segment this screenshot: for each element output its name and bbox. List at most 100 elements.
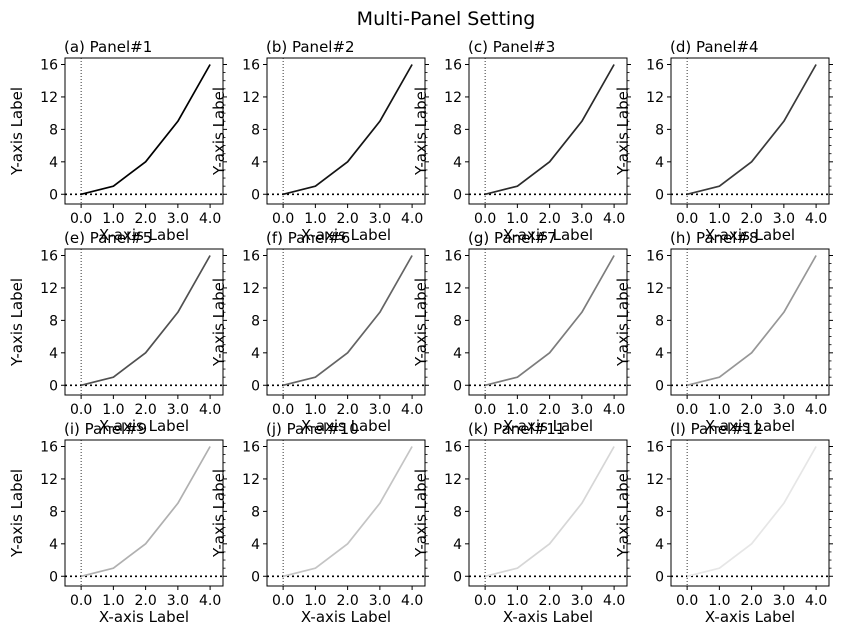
x-axis-label: X-axis Label bbox=[99, 226, 189, 244]
y-tick-label: 16 bbox=[40, 439, 58, 455]
y-tick-label: 8 bbox=[251, 313, 260, 329]
y-tick-label: 12 bbox=[646, 281, 664, 297]
series-line bbox=[282, 64, 413, 196]
y-tick-label: 4 bbox=[453, 537, 462, 553]
x-axis-label: X-axis Label bbox=[301, 608, 391, 626]
y-tick-label: 4 bbox=[453, 346, 462, 362]
x-tick-label: 4.0 bbox=[199, 211, 221, 227]
x-tick-label: 3.0 bbox=[369, 211, 391, 227]
x-tick-label: 3.0 bbox=[773, 593, 795, 609]
y-axis-label: Y-axis Label bbox=[614, 278, 632, 367]
panel-1: 0 4 8 12 16 0.0 1.0 2.0 3.0 4.0 X-axis Label Y-axis… bbox=[8, 38, 227, 244]
axes-frame bbox=[468, 248, 628, 396]
x-tick-label: 4.0 bbox=[805, 593, 827, 609]
x-tick-label: 2.0 bbox=[134, 593, 156, 609]
y-tick-label: 12 bbox=[444, 472, 462, 488]
axes-frame bbox=[266, 57, 426, 205]
panel-title: (k) Panel#11 bbox=[468, 420, 565, 438]
x-tick-label: 0.0 bbox=[70, 593, 92, 609]
x-tick-label: 0.0 bbox=[474, 593, 496, 609]
y-axis-label: Y-axis Label bbox=[210, 278, 228, 367]
axes-frame bbox=[468, 57, 628, 205]
x-tick-label: 0.0 bbox=[676, 211, 698, 227]
y-tick-label: 8 bbox=[655, 122, 664, 138]
x-tick-label: 0.0 bbox=[272, 593, 294, 609]
panel-11: 0 4 8 12 16 0.0 1.0 2.0 3.0 4.0 X-axis Label Y-axis… bbox=[412, 420, 631, 626]
panel-title: (i) Panel#9 bbox=[64, 420, 147, 438]
x-tick-label: 4.0 bbox=[401, 211, 423, 227]
panel-9: 0 4 8 12 16 0.0 1.0 2.0 3.0 4.0 X-axis Label Y-axis… bbox=[8, 420, 227, 626]
y-axis-label: Y-axis Label bbox=[412, 87, 430, 176]
x-tick-label: 4.0 bbox=[805, 211, 827, 227]
panel-title: (g) Panel#7 bbox=[468, 229, 557, 247]
x-tick-label: 2.0 bbox=[740, 593, 762, 609]
x-tick-label: 2.0 bbox=[134, 211, 156, 227]
y-tick-label: 4 bbox=[49, 537, 58, 553]
x-tick-label: 0.0 bbox=[70, 402, 92, 418]
y-tick-label: 0 bbox=[49, 378, 58, 394]
panel-3: 0 4 8 12 16 0.0 1.0 2.0 3.0 4.0 X-axis Label Y-axis… bbox=[412, 38, 631, 244]
y-tick-label: 12 bbox=[242, 472, 260, 488]
x-tick-label: 4.0 bbox=[199, 593, 221, 609]
x-tick-label: 2.0 bbox=[538, 593, 560, 609]
series-line bbox=[484, 446, 615, 578]
x-tick-label: 3.0 bbox=[167, 402, 189, 418]
x-tick-label: 1.0 bbox=[102, 593, 124, 609]
y-tick-label: 8 bbox=[453, 122, 462, 138]
y-tick-label: 16 bbox=[444, 57, 462, 73]
x-tick-label: 2.0 bbox=[336, 211, 358, 227]
x-axis-label: X-axis Label bbox=[705, 608, 795, 626]
panel-8: 0 4 8 12 16 0.0 1.0 2.0 3.0 4.0 X-axis Label Y-axis… bbox=[614, 229, 833, 435]
axes-frame bbox=[64, 248, 224, 396]
y-tick-label: 0 bbox=[251, 378, 260, 394]
panel-title: (l) Panel#12 bbox=[670, 420, 763, 438]
x-axis-label: X-axis Label bbox=[503, 417, 593, 435]
y-tick-label: 4 bbox=[49, 346, 58, 362]
y-axis-label: Y-axis Label bbox=[8, 469, 26, 558]
y-tick-label: 4 bbox=[251, 155, 260, 171]
figure-title: Multi-Panel Setting bbox=[357, 8, 536, 30]
y-tick-label: 0 bbox=[453, 569, 462, 585]
y-tick-label: 8 bbox=[251, 122, 260, 138]
x-tick-label: 3.0 bbox=[167, 211, 189, 227]
y-tick-label: 4 bbox=[49, 155, 58, 171]
y-tick-label: 8 bbox=[655, 504, 664, 520]
x-tick-label: 2.0 bbox=[336, 593, 358, 609]
y-tick-label: 4 bbox=[655, 537, 664, 553]
panel-5: 0 4 8 12 16 0.0 1.0 2.0 3.0 4.0 X-axis Label Y-axis… bbox=[8, 229, 227, 435]
y-tick-label: 12 bbox=[40, 281, 58, 297]
x-tick-label: 3.0 bbox=[369, 402, 391, 418]
axes-frame bbox=[266, 439, 426, 587]
x-tick-label: 2.0 bbox=[740, 211, 762, 227]
series-line bbox=[686, 255, 817, 387]
x-tick-label: 0.0 bbox=[272, 402, 294, 418]
y-tick-label: 4 bbox=[655, 346, 664, 362]
x-axis-label: X-axis Label bbox=[301, 417, 391, 435]
y-tick-label: 16 bbox=[646, 439, 664, 455]
y-tick-label: 12 bbox=[40, 90, 58, 106]
x-axis-label: X-axis Label bbox=[503, 226, 593, 244]
x-tick-label: 1.0 bbox=[708, 211, 730, 227]
x-tick-label: 0.0 bbox=[676, 593, 698, 609]
axes-frame bbox=[670, 57, 830, 205]
panel-4: 0 4 8 12 16 0.0 1.0 2.0 3.0 4.0 X-axis Label Y-axis… bbox=[614, 38, 833, 244]
x-tick-label: 3.0 bbox=[571, 211, 593, 227]
series-line bbox=[484, 64, 615, 196]
x-tick-label: 1.0 bbox=[304, 593, 326, 609]
panel-2: 0 4 8 12 16 0.0 1.0 2.0 3.0 4.0 X-axis Label Y-axis… bbox=[210, 38, 429, 244]
panel-7: 0 4 8 12 16 0.0 1.0 2.0 3.0 4.0 X-axis Label Y-axis… bbox=[412, 229, 631, 435]
panel-title: (c) Panel#3 bbox=[468, 38, 555, 56]
x-tick-label: 3.0 bbox=[167, 593, 189, 609]
x-tick-label: 2.0 bbox=[336, 402, 358, 418]
x-tick-label: 3.0 bbox=[571, 402, 593, 418]
y-tick-label: 4 bbox=[251, 537, 260, 553]
axes-frame bbox=[64, 439, 224, 587]
axes-frame bbox=[64, 57, 224, 205]
x-axis-label: X-axis Label bbox=[301, 226, 391, 244]
x-tick-label: 0.0 bbox=[474, 402, 496, 418]
panel-12: 0 4 8 12 16 0.0 1.0 2.0 3.0 4.0 X-axis Label Y-axis… bbox=[614, 420, 833, 626]
axes-frame bbox=[670, 248, 830, 396]
y-tick-label: 12 bbox=[40, 472, 58, 488]
y-tick-label: 4 bbox=[453, 155, 462, 171]
